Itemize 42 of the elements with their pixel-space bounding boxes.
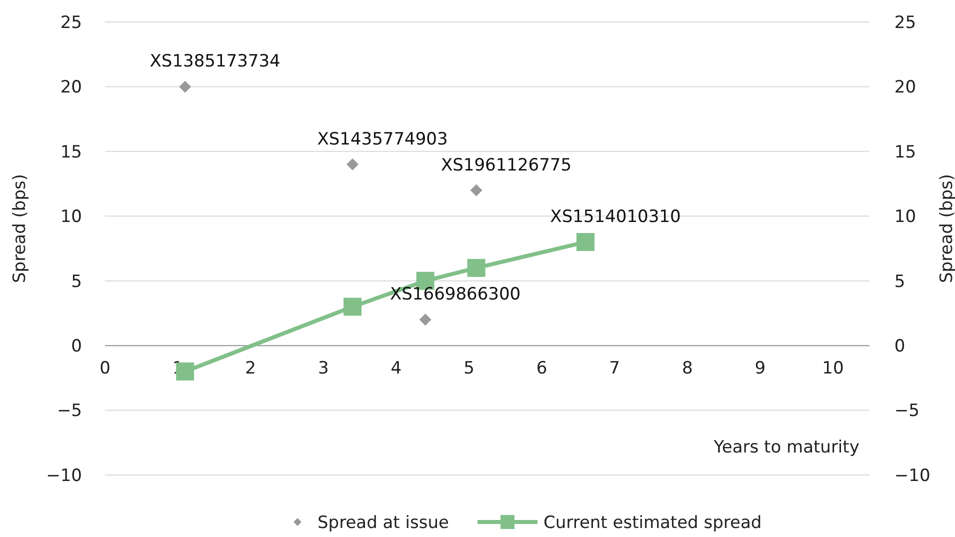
point [346,158,359,170]
y2-tick-label: 15 [894,142,916,162]
y-tick-label: −5 [56,401,82,422]
y-tick-label: 25 [60,12,82,33]
point [576,233,594,252]
x-tick-label: 9 [754,358,766,379]
point [344,298,362,316]
x-tick-label: 4 [390,358,402,379]
x-tick-label: 3 [318,358,329,379]
annotation: XS1669866300 [390,284,521,305]
point [179,80,192,93]
legend-label: Current estimated spread [544,512,762,533]
x-tick-label: 2 [245,358,256,379]
y2-tick-label: 20 [894,78,916,98]
y2-tick-label: −5 [894,401,920,422]
x-axis-title: Years to maturity [712,437,860,458]
y2-tick-label: 5 [894,272,906,292]
x-tick-label: 10 [822,358,844,379]
y-tick-label: 0 [71,336,82,357]
point [470,184,482,196]
x-tick-label: 0 [100,358,110,379]
legend-label: Spread at issue [318,512,449,533]
x-tick-label: 6 [536,358,548,379]
y2-tick-label: 10 [894,207,916,228]
y-tick-label: 15 [60,142,82,162]
annotation: XS1385173734 [150,52,280,72]
x-tick-label: 5 [464,358,474,379]
y2-tick-label: 0 [894,336,906,357]
annotation: XS1961126775 [440,155,572,176]
y-axis-title: Spread (bps) [10,174,30,283]
point [467,258,486,277]
y2-tick-label: −10 [894,466,930,486]
y-tick-label: 20 [60,78,82,98]
annotation: XS1514010310 [550,207,681,228]
point [419,314,432,326]
y-tick-label: 10 [60,207,82,228]
annotation: XS1435774903 [317,129,448,150]
y-tick-label: −10 [46,466,82,486]
x-tick-label: 7 [609,358,620,379]
y2-tick-label: 25 [894,12,916,33]
x-tick-label: 8 [682,358,693,379]
y-tick-label: 5 [71,272,82,292]
